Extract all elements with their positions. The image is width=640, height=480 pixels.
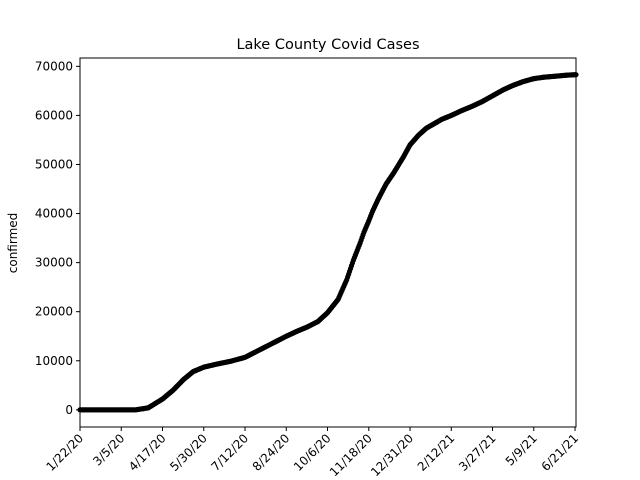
- y-tick-label: 70000: [35, 59, 73, 73]
- y-tick-label: 50000: [35, 157, 73, 171]
- plot-frame: [79, 57, 577, 428]
- y-tick-label: 10000: [35, 354, 73, 368]
- x-axis: 1/22/20 3/5/204/17/205/30/207/12/208/24/2…: [44, 427, 582, 479]
- x-tick-label: 8/24/20: [250, 431, 293, 474]
- y-tick-label: 0: [65, 403, 73, 417]
- y-axis-label: confirmed: [6, 213, 20, 274]
- x-tick-label: 6/21/21: [539, 431, 582, 474]
- y-tick-label: 40000: [35, 207, 73, 221]
- x-tick-label: 11/18/20: [327, 431, 375, 479]
- y-axis: 0 10000 20000 30000 40000 50000 60000 70000: [35, 59, 80, 417]
- x-tick-label: 12/31/20: [368, 431, 416, 479]
- x-tick-label: 5/30/20: [167, 431, 210, 474]
- y-tick-label: 30000: [35, 256, 73, 270]
- x-tick-label: 3/27/21: [456, 431, 499, 474]
- y-tick-label: 20000: [35, 305, 73, 319]
- x-tick-label: 1/22/20: [44, 431, 87, 474]
- x-tick-label: 4/17/20: [126, 431, 169, 474]
- y-tick-label: 60000: [35, 108, 73, 122]
- x-tick-label: 3/5/20: [90, 431, 127, 468]
- x-tick-label: 10/6/20: [291, 431, 334, 474]
- x-tick-label: 2/12/21: [415, 431, 458, 474]
- x-tick-label: 7/12/20: [209, 431, 252, 474]
- chart-title: Lake County Covid Cases: [236, 37, 419, 53]
- data-points: [77, 72, 579, 413]
- x-tick-label: 5/9/21: [503, 431, 540, 468]
